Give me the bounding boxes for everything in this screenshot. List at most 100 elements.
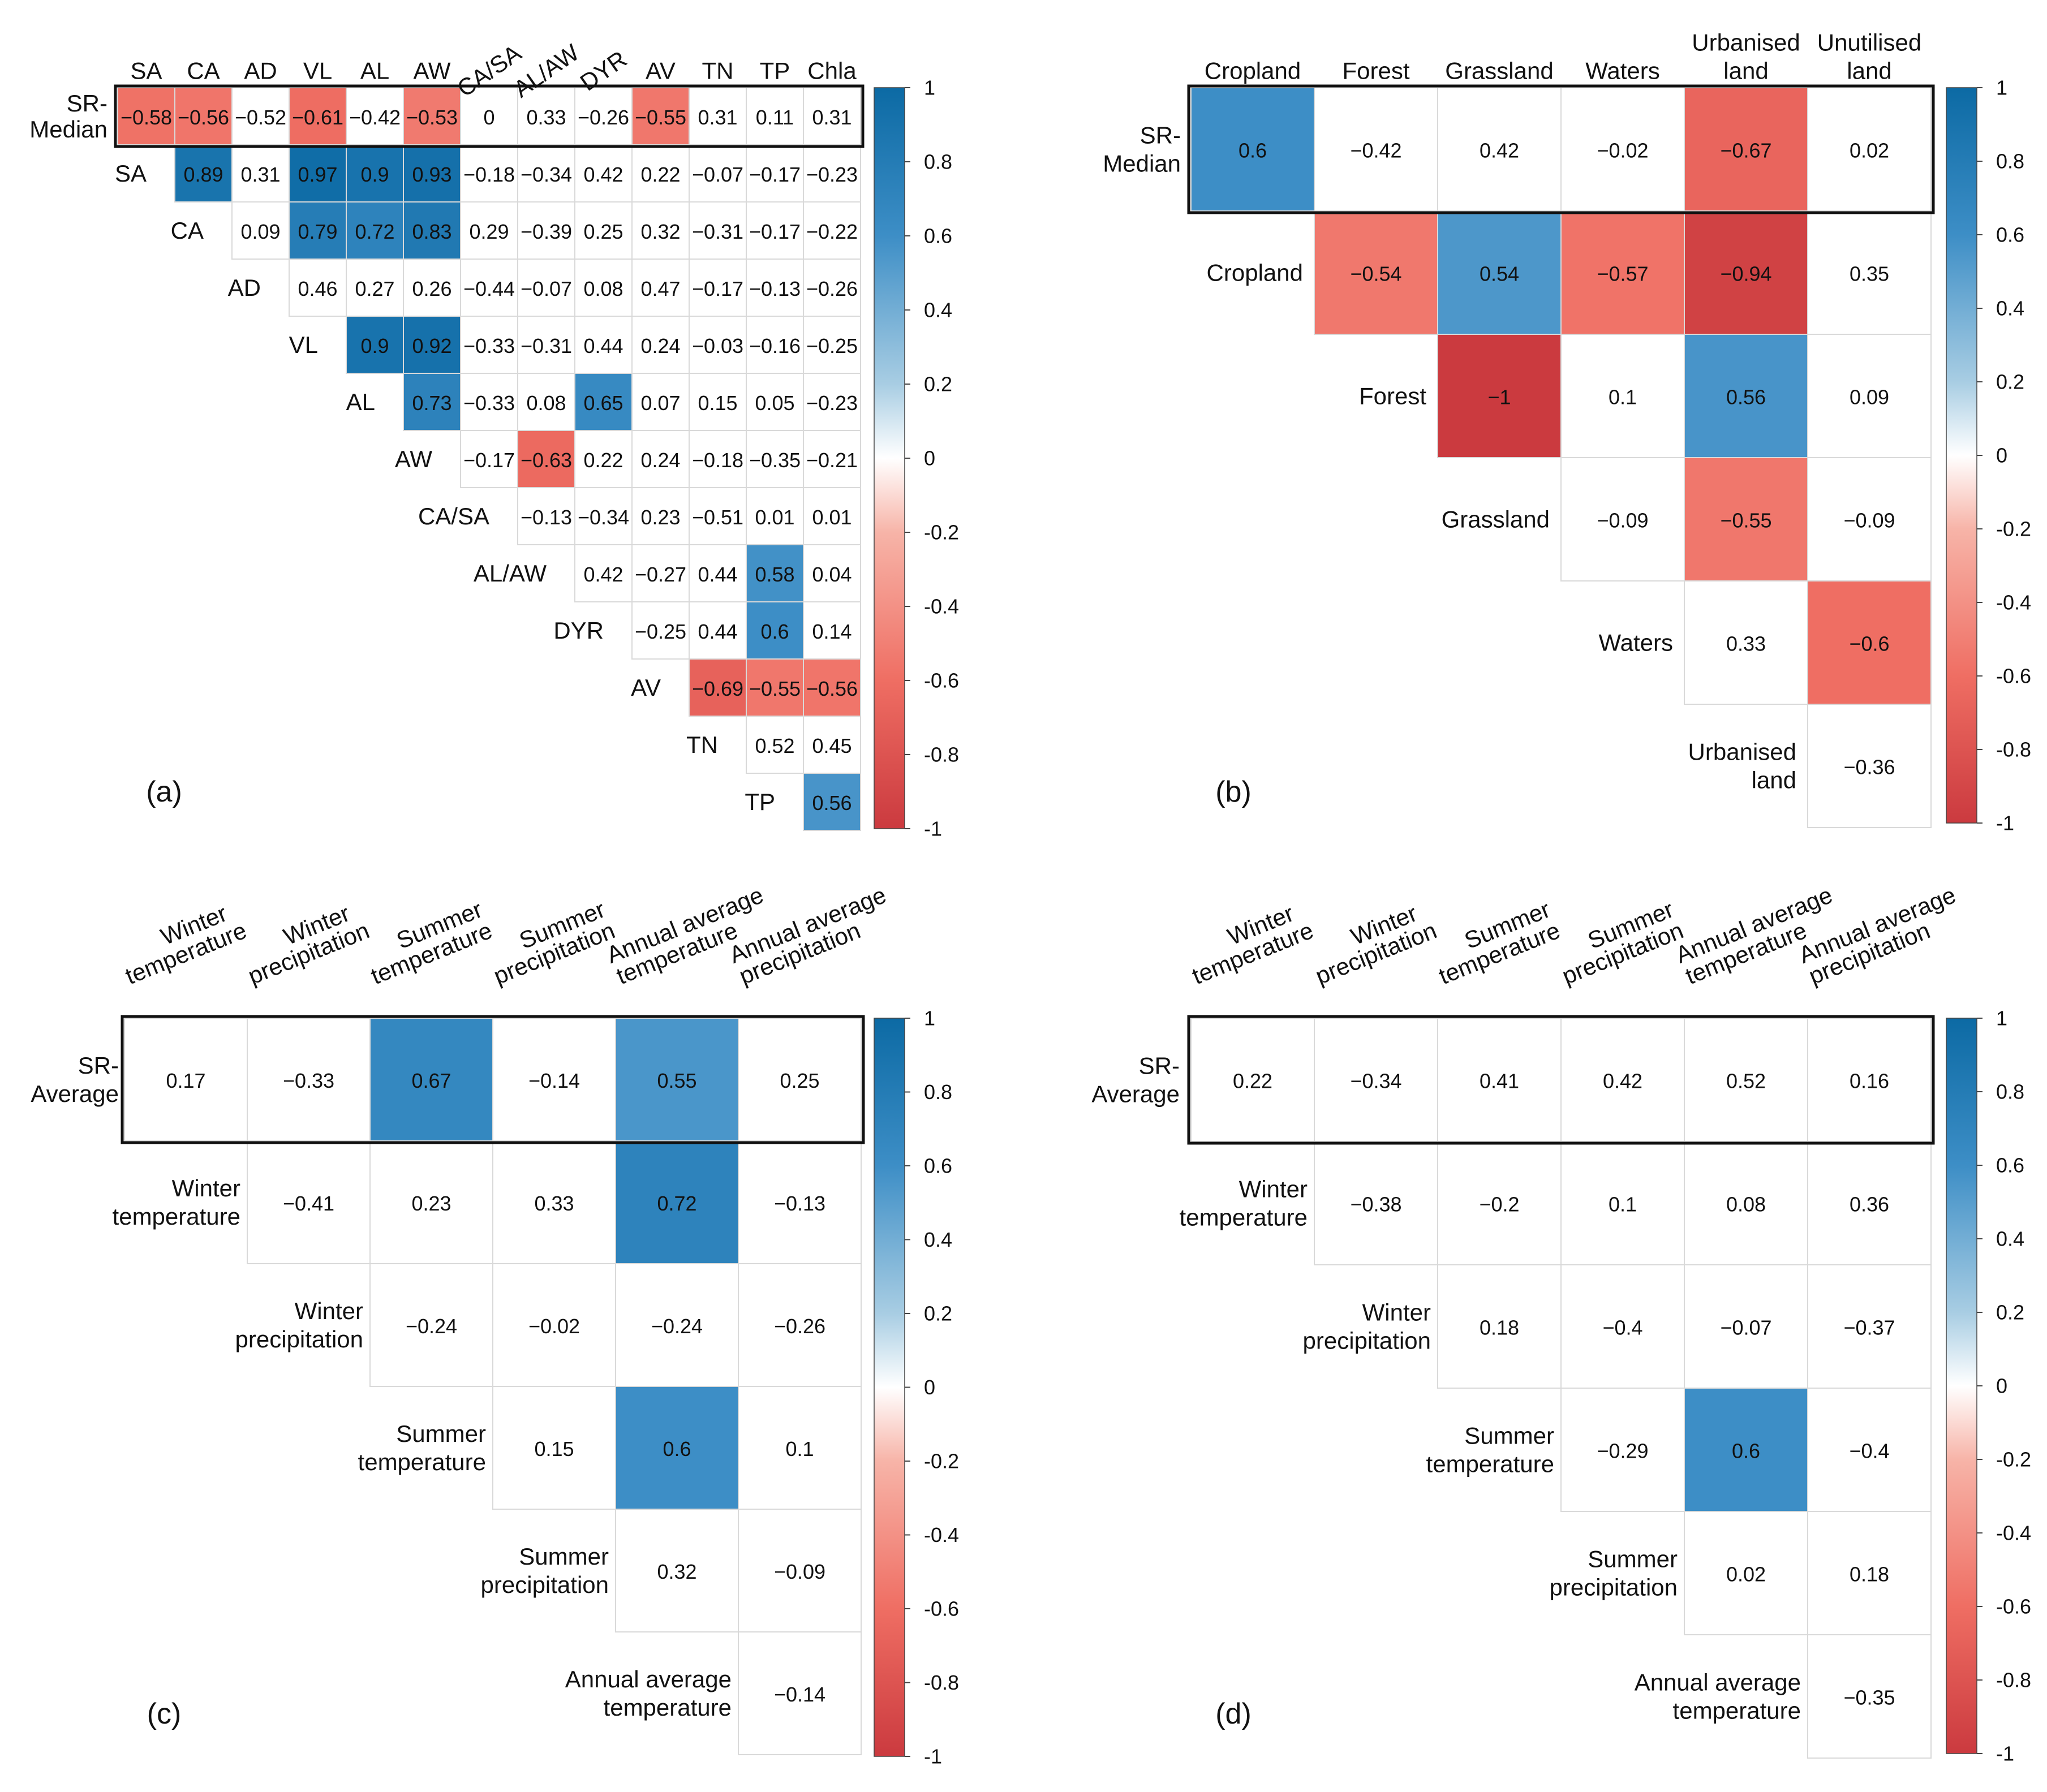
heatmap-cell (124, 1018, 248, 1141)
heatmap-cell (369, 1263, 493, 1387)
column-header: AV (646, 58, 676, 84)
heatmap-cell (1807, 1141, 1932, 1265)
heatmap-cell (738, 1140, 862, 1264)
highlight-row-label: SR- (67, 90, 107, 117)
row-label: temperature (358, 1449, 486, 1475)
cell-value-label: −0.23 (806, 163, 858, 186)
cell-value-label: −0.63 (521, 449, 572, 472)
colorbar-tick-label: 0.6 (1996, 223, 2024, 247)
cell-value-label: 0.73 (412, 391, 451, 415)
cell-value-label: −0.13 (774, 1192, 825, 1215)
heatmap-cell (615, 1018, 739, 1141)
colorbar-tick-label: 0.2 (1996, 371, 2024, 394)
highlight-row-frame (1187, 1015, 1935, 1145)
cell-value-label: −0.4 (1849, 1440, 1889, 1463)
heatmap-cell (803, 259, 861, 317)
cell-value-label: 0.31 (698, 106, 737, 129)
cell-value-label: 0.1 (785, 1437, 814, 1461)
cell-value-label: −1 (1487, 386, 1511, 409)
cell-value-label: −0.07 (692, 163, 743, 186)
cell-value-label: −0.18 (692, 449, 743, 472)
colorbar-tick-label: 0.6 (924, 1155, 952, 1178)
heatmap-cell (289, 144, 347, 203)
cell-value-label: −0.21 (806, 449, 858, 472)
colorbar-tick-label: 0.4 (924, 1228, 952, 1251)
row-label: Winter (1239, 1176, 1308, 1203)
colorbar-tick-label: 0.4 (1996, 297, 2024, 320)
highlight-row-frame (114, 84, 865, 148)
heatmap-cell (803, 316, 861, 374)
colorbar-tick-label: 0.4 (1996, 1227, 2024, 1251)
heatmap-cell (689, 316, 747, 374)
column-header: AW (413, 58, 450, 84)
row-label: AL/AW (474, 560, 547, 587)
cell-value-label: 0.44 (583, 334, 623, 357)
cell-value-label: −0.17 (692, 277, 743, 300)
heatmap-cell (1437, 1141, 1562, 1265)
cell-value-label: −0.07 (521, 277, 572, 300)
column-header: Waters (1585, 58, 1659, 84)
heatmap-cell (738, 1263, 862, 1387)
heatmap-cell (289, 201, 347, 260)
row-label: Waters (1599, 630, 1673, 656)
colorbar-tick-label: -0.2 (924, 1450, 959, 1473)
heatmap-cell (369, 1140, 493, 1264)
row-label: precipitation (1550, 1574, 1678, 1601)
row-label: precipitation (235, 1326, 363, 1352)
heatmap-cell (174, 144, 233, 203)
cell-value-label: 0.02 (1850, 139, 1889, 162)
cell-value-label: −0.41 (283, 1192, 334, 1215)
heatmap-cell (1807, 1018, 1932, 1142)
heatmap-cell (738, 1509, 862, 1632)
row-label: Forest (1359, 383, 1426, 410)
heatmap-cell (517, 144, 575, 203)
cell-value-label: 0.93 (412, 163, 451, 186)
cell-value-label: −0.25 (806, 334, 858, 357)
heatmap-cell (403, 373, 461, 431)
column-header: Grassland (1445, 58, 1553, 84)
cell-value-label: −0.54 (1350, 262, 1401, 286)
cell-value-label: 0.23 (411, 1192, 451, 1215)
row-label: precipitation (481, 1571, 609, 1598)
cell-value-label: 0.18 (1480, 1316, 1519, 1339)
heatmap-cell (403, 201, 461, 260)
row-label: Annual average (1635, 1669, 1801, 1696)
heatmap-cell (803, 430, 861, 488)
cell-value-label: −0.6 (1849, 632, 1889, 656)
heatmap-cell (574, 430, 633, 488)
cell-value-label: −0.09 (774, 1560, 825, 1583)
heatmap-cell (1807, 87, 1932, 212)
cell-value-label: 0.04 (812, 563, 852, 586)
cell-value-label: −0.39 (521, 220, 572, 243)
cell-value-label: −0.25 (635, 620, 686, 643)
heatmap-cell (746, 487, 804, 545)
row-label: land (1752, 767, 1796, 794)
heatmap-cell (346, 201, 404, 260)
cell-value-label: −0.34 (1350, 1070, 1401, 1093)
cell-value-label: 0.25 (583, 220, 623, 243)
cell-value-label: −0.33 (463, 391, 515, 415)
heatmap-cell (689, 430, 747, 488)
row-label: Winter (172, 1175, 240, 1201)
heatmap-cell (1190, 87, 1315, 212)
cell-value-label: −0.23 (806, 391, 858, 415)
heatmap-cell (517, 316, 575, 374)
colorbar-tick-label: -1 (1996, 812, 2014, 835)
heatmap-cell (746, 430, 804, 488)
heatmap-cell (746, 316, 804, 374)
cell-value-label: 0.31 (240, 163, 280, 186)
cell-value-label: 0.47 (640, 277, 680, 300)
cell-value-label: 0.9 (360, 163, 389, 186)
cell-value-label: −0.02 (1597, 139, 1648, 162)
colorbar-tick-label: 0.2 (924, 1302, 952, 1325)
cell-value-label: 0.16 (1850, 1070, 1889, 1093)
heatmap-cell (803, 544, 861, 602)
heatmap-cell (1807, 334, 1932, 458)
cell-value-label: 0.18 (1850, 1563, 1889, 1586)
cell-value-label: 0.1 (1609, 1193, 1637, 1216)
heatmap-cell (1684, 1141, 1808, 1265)
row-label: CA/SA (418, 503, 489, 529)
cell-value-label: −0.69 (692, 677, 743, 700)
heatmap-cell (689, 487, 747, 545)
heatmap-cell (1560, 1018, 1685, 1142)
